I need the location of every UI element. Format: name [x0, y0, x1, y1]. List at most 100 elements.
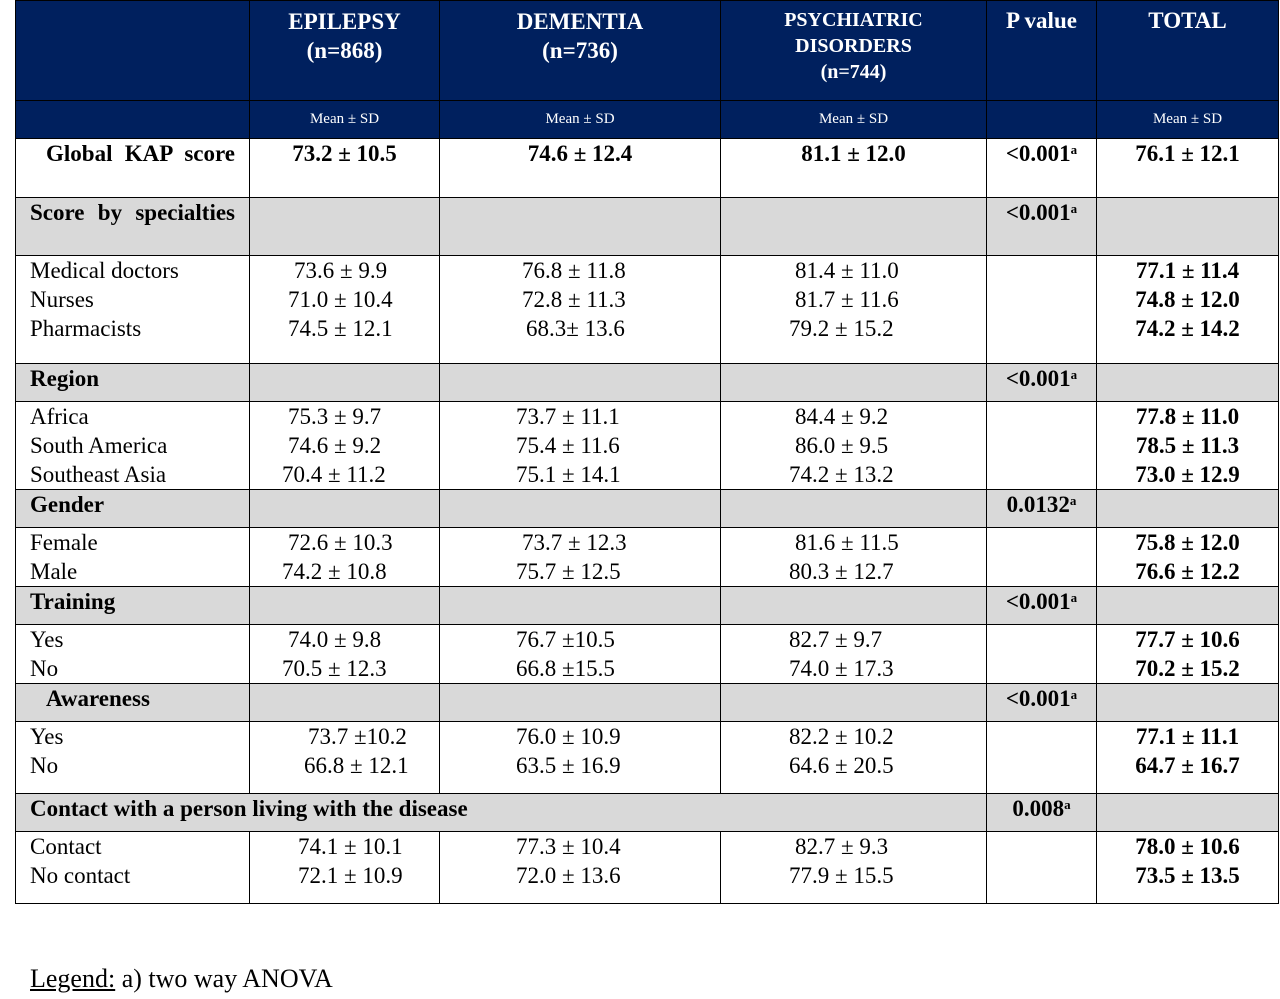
- subheader-epilepsy: Mean ± SD: [249, 100, 440, 139]
- value-cell: 77.9 ± 15.5: [789, 863, 894, 888]
- value-cell: 74.8 ± 12.0: [1135, 287, 1240, 312]
- region-section-row: Region <0.001a: [15, 363, 1279, 402]
- training-dementia: 76.7 ±10.5 66.8 ±15.5: [439, 624, 721, 684]
- header-dementia: DEMENTIA (n=736): [439, 0, 721, 101]
- value-cell: 66.8 ± 12.1: [304, 753, 409, 778]
- subheader-pvalue-empty: [986, 100, 1097, 139]
- training-total: 77.7 ± 10.6 70.2 ± 15.2: [1096, 624, 1279, 684]
- subheader-empty-cell: [15, 100, 250, 139]
- value-cell: 73.7 ±10.2: [308, 724, 407, 749]
- value-cell: 82.2 ± 10.2: [789, 724, 894, 749]
- region-pvalue-sup: a: [1070, 367, 1078, 382]
- value-cell: 74.1 ± 10.1: [298, 834, 403, 859]
- training-pvalue-sup: a: [1070, 590, 1078, 605]
- value-cell: 72.0 ± 13.6: [516, 863, 621, 888]
- value-cell: 64.7 ± 16.7: [1135, 753, 1240, 778]
- global-psychiatric: 81.1 ± 12.0: [720, 138, 987, 198]
- awareness-empty-2: [439, 683, 721, 722]
- awareness-epilepsy: 73.7 ±10.2 66.8 ± 12.1: [249, 721, 440, 794]
- value-cell: 75.7 ± 12.5: [516, 559, 621, 584]
- awareness-psychiatric: 82.2 ± 10.2 64.6 ± 20.5: [720, 721, 987, 794]
- gender-dementia: 73.7 ± 12.3 75.7 ± 12.5: [439, 527, 721, 587]
- value-cell: 76.8 ± 11.8: [522, 258, 626, 283]
- region-empty-2: [439, 363, 721, 402]
- training-empty-1: [249, 586, 440, 625]
- header-pvalue: P value: [986, 0, 1097, 101]
- value-cell: 70.2 ± 15.2: [1135, 656, 1240, 681]
- contact-pvalue-text: 0.008: [1012, 796, 1065, 821]
- gender-pvalue-text: 0.0132: [1006, 492, 1070, 517]
- global-label: Global KAP score: [15, 138, 250, 198]
- region-empty-5: [1096, 363, 1279, 402]
- contact-dementia: 77.3 ± 10.4 72.0 ± 13.6: [439, 831, 721, 904]
- region-pvalue: <0.001a: [986, 363, 1097, 402]
- value-cell: 74.2 ± 13.2: [789, 462, 894, 487]
- value-cell: 81.4 ± 11.0: [795, 258, 899, 283]
- specialties-psychiatric: 81.4 ± 11.0 81.7 ± 11.6 79.2 ± 15.2: [720, 255, 987, 364]
- contact-labels: Contact No contact: [15, 831, 250, 904]
- value-cell: 64.6 ± 20.5: [789, 753, 894, 778]
- list-item: Medical doctors: [30, 258, 179, 283]
- awareness-empty-3: [720, 683, 987, 722]
- specialties-labels: Medical doctors Nurses Pharmacists: [15, 255, 250, 364]
- value-cell: 71.0 ± 10.4: [288, 287, 393, 312]
- gender-psychiatric: 81.6 ± 11.5 80.3 ± 12.7: [720, 527, 987, 587]
- region-pvalue-text: <0.001: [1005, 366, 1071, 391]
- value-cell: 75.8 ± 12.0: [1135, 530, 1240, 555]
- list-item: Southeast Asia: [30, 462, 167, 487]
- specialties-pvalue-text: <0.001: [1005, 200, 1071, 225]
- region-empty-3: [720, 363, 987, 402]
- awareness-data-row: Yes No 73.7 ±10.2 66.8 ± 12.1 76.0 ± 10.…: [15, 721, 1279, 794]
- specialties-pvalue-sup: a: [1070, 201, 1078, 216]
- value-cell: 74.2 ± 10.8: [282, 559, 387, 584]
- list-item: Yes: [30, 627, 64, 652]
- value-cell: 66.8 ±15.5: [516, 656, 615, 681]
- value-cell: 75.3 ± 9.7: [288, 404, 382, 429]
- gender-empty-2: [439, 489, 721, 528]
- table-legend: Legend: a) two way ANOVA: [30, 963, 333, 995]
- header-psychiatric-n: (n=744): [820, 61, 887, 83]
- region-epilepsy: 75.3 ± 9.7 74.6 ± 9.2 70.4 ± 11.2: [249, 401, 440, 490]
- region-data-row: Africa South America Southeast Asia 75.3…: [15, 401, 1279, 490]
- gender-label: Gender: [15, 489, 250, 528]
- awareness-empty-5: [1096, 683, 1279, 722]
- value-cell: 63.5 ± 16.9: [516, 753, 621, 778]
- training-label: Training: [15, 586, 250, 625]
- list-item: South America: [30, 433, 168, 458]
- value-cell: 79.2 ± 15.2: [789, 316, 894, 341]
- header-dementia-n: (n=736): [542, 38, 618, 63]
- header-psychiatric-title-2: DISORDERS: [795, 35, 912, 57]
- region-label-text: Region: [30, 366, 99, 391]
- list-item: No: [30, 656, 59, 681]
- awareness-section-row: Awareness <0.001a: [15, 683, 1279, 722]
- value-cell: 78.0 ± 10.6: [1135, 834, 1240, 859]
- value-cell: 76.6 ± 12.2: [1135, 559, 1240, 584]
- global-label-text: Global KAP score: [46, 141, 235, 166]
- value-cell: 74.0 ± 9.8: [288, 627, 382, 652]
- global-pvalue-text: <0.001: [1005, 141, 1071, 166]
- value-cell: 77.7 ± 10.6: [1135, 627, 1240, 652]
- specialties-pvalue: <0.001a: [986, 197, 1097, 256]
- contact-pvalue: 0.008a: [986, 793, 1097, 832]
- gender-pvalue-sup: a: [1069, 493, 1077, 508]
- contact-label-text: Contact with a person living with the di…: [30, 796, 468, 821]
- global-epilepsy: 73.2 ± 10.5: [249, 138, 440, 198]
- value-cell: 84.4 ± 9.2: [795, 404, 889, 429]
- region-empty-1: [249, 363, 440, 402]
- specialties-section-row: Score by specialties <0.001a: [15, 197, 1279, 256]
- value-cell: 75.1 ± 14.1: [516, 462, 621, 487]
- gender-total: 75.8 ± 12.0 76.6 ± 12.2: [1096, 527, 1279, 587]
- header-epilepsy-n: (n=868): [306, 38, 383, 63]
- value-cell: 73.7 ± 12.3: [522, 530, 627, 555]
- value-cell: 72.1 ± 10.9: [298, 863, 403, 888]
- awareness-pvalue-sup: a: [1070, 687, 1078, 702]
- value-cell: 82.7 ± 9.3: [795, 834, 889, 859]
- subheader-psychiatric: Mean ± SD: [720, 100, 987, 139]
- gender-empty-3: [720, 489, 987, 528]
- specialties-pvalue-empty: [986, 255, 1097, 364]
- header-empty-cell: [15, 0, 250, 101]
- gender-labels: Female Male: [15, 527, 250, 587]
- awareness-label: Awareness: [15, 683, 250, 722]
- training-pvalue: <0.001a: [986, 586, 1097, 625]
- contact-section-row: Contact with a person living with the di…: [15, 793, 1279, 832]
